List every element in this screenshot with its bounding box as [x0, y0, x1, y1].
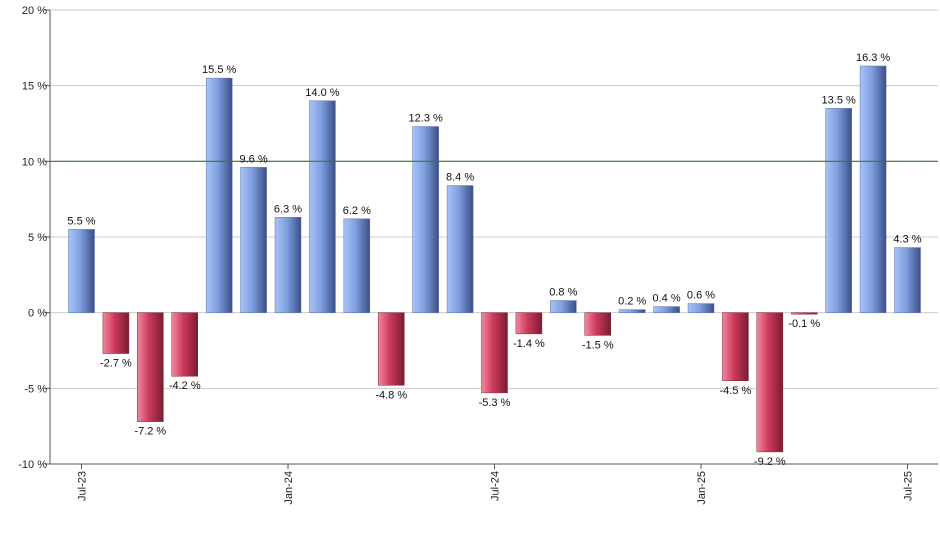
bar	[240, 167, 267, 313]
bar	[722, 312, 749, 382]
bar-data-label: 0.8 %	[549, 287, 577, 299]
bar	[687, 303, 715, 313]
bar	[171, 312, 198, 377]
bar	[859, 65, 887, 313]
bar-data-label: -4.2 %	[169, 380, 201, 392]
bar	[102, 312, 130, 354]
y-tick-label: 15 %	[22, 81, 47, 93]
bar	[137, 312, 164, 422]
bar-data-label: 14.0 %	[305, 87, 339, 99]
bar-data-label: 12.3 %	[409, 113, 443, 125]
x-axis-ticks: Jul-23 Jan-24 Jul-24 Jan-25 Jul-25	[77, 464, 915, 505]
bar	[550, 300, 577, 313]
bar	[412, 126, 439, 313]
x-tick-label: Jan-25	[696, 471, 708, 505]
y-tick-label: -5 %	[24, 383, 47, 395]
bar-data-label: 9.6 %	[240, 153, 268, 165]
bar	[68, 229, 95, 313]
x-tick-label: Jul-25	[903, 471, 915, 501]
bar-data-label: -7.2 %	[134, 426, 166, 438]
bar	[894, 247, 921, 313]
bar	[446, 185, 474, 313]
bar-data-label: 0.4 %	[653, 293, 681, 305]
bar	[584, 312, 611, 336]
bar-data-label: 15.5 %	[202, 64, 236, 76]
bar-data-label: -2.7 %	[100, 358, 132, 370]
y-tick-label: 20 %	[22, 5, 47, 17]
bar	[653, 306, 680, 313]
bar	[309, 100, 336, 313]
y-tick-label: 10 %	[22, 156, 47, 168]
bar-data-label: 0.6 %	[687, 290, 715, 302]
bar	[825, 108, 852, 313]
bar-data-label: -0.1 %	[788, 318, 820, 330]
x-tick-label: Jan-24	[283, 471, 295, 505]
bar-data-label: 8.4 %	[446, 172, 474, 184]
bar	[791, 312, 818, 315]
bar-data-label: -1.5 %	[582, 339, 614, 351]
bar-data-label: 13.5 %	[822, 94, 856, 106]
x-tick-label: Jul-23	[77, 471, 89, 501]
bar	[205, 77, 233, 313]
bar	[343, 218, 371, 313]
bar-data-label: 6.3 %	[274, 203, 302, 215]
bar	[481, 312, 508, 394]
bar-data-label: -4.8 %	[375, 389, 407, 401]
bars	[68, 65, 921, 453]
y-tick-label: 5 %	[28, 232, 47, 244]
bar-data-label: 4.3 %	[893, 234, 921, 246]
data-labels: 5.5 % -2.7 % -7.2 % -4.2 % 15.5 % 9.6 % 6.3 % 1…	[67, 52, 921, 468]
y-tick-label: -10 %	[18, 459, 47, 471]
y-axis-ticks: 20 % 15 % 10 % 5 % 0 % -5 % -10 %	[18, 5, 50, 471]
bar	[756, 312, 784, 453]
bar-data-label: -1.4 %	[513, 338, 545, 350]
x-tick-label: Jul-24	[490, 471, 502, 501]
bar	[515, 312, 543, 335]
bar-data-label: -5.3 %	[479, 397, 511, 409]
bar	[618, 309, 646, 313]
bar-data-label: -9.2 %	[754, 456, 786, 468]
bar-data-label: -4.5 %	[720, 385, 752, 397]
bar-data-label: 0.2 %	[618, 296, 646, 308]
bar-data-label: 5.5 %	[67, 215, 95, 227]
bar-data-label: 16.3 %	[856, 52, 890, 64]
bar-data-label: 6.2 %	[343, 205, 371, 217]
bar	[378, 312, 405, 386]
y-tick-label: 0 %	[28, 308, 47, 320]
bar	[274, 217, 302, 313]
